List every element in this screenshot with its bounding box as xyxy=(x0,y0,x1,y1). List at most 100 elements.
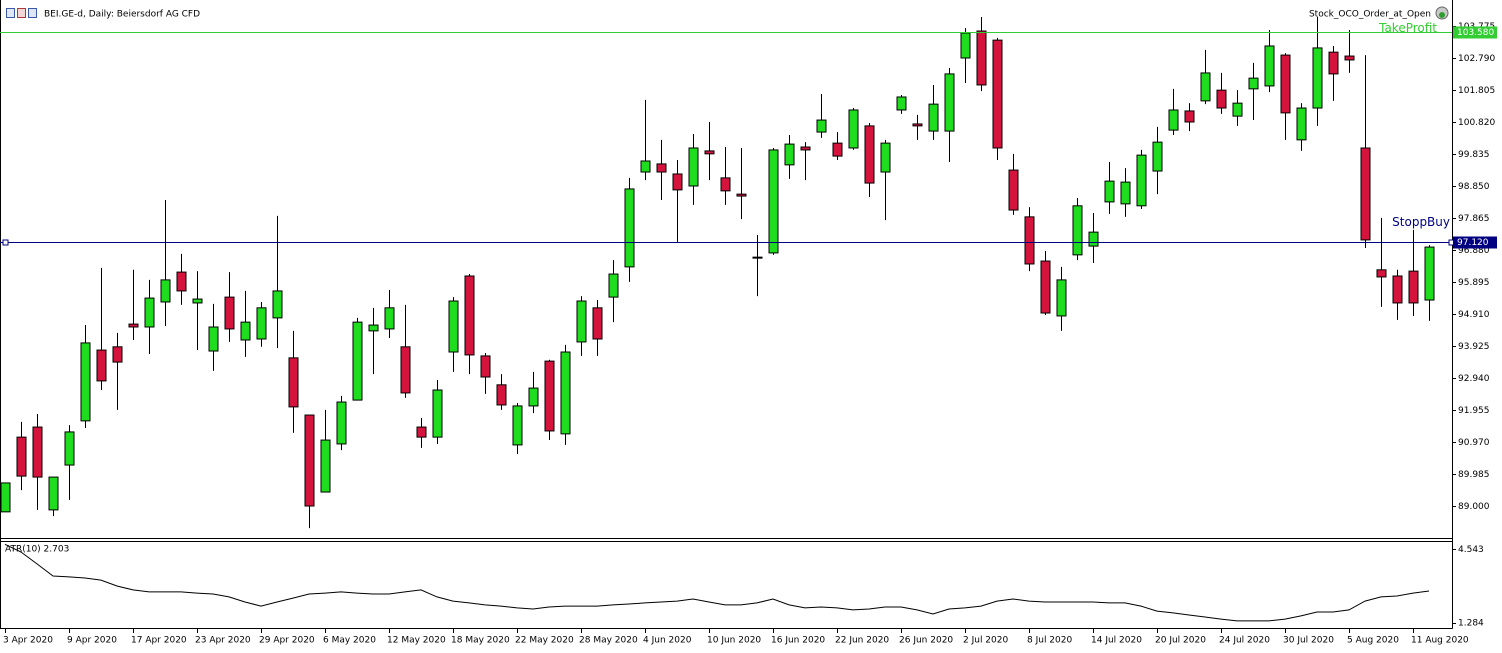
candle-body xyxy=(432,389,443,438)
candle-body xyxy=(1008,169,1019,211)
candle-body xyxy=(416,426,427,438)
candle-body xyxy=(272,290,283,319)
candle-body xyxy=(368,324,379,332)
candle-body xyxy=(1104,180,1115,203)
window-icon xyxy=(6,8,37,18)
candle-body xyxy=(592,307,603,340)
candle-body xyxy=(1232,102,1243,117)
candle-body xyxy=(608,273,619,298)
candle-body xyxy=(1088,231,1099,247)
candle-body xyxy=(832,142,843,157)
candle-body xyxy=(1168,109,1179,131)
candle-body xyxy=(944,73,955,132)
expert-name: Stock_OCO_Order_at_Open xyxy=(1309,10,1431,20)
candle-body xyxy=(304,414,315,507)
x-tick-label: 14 Jul 2020 xyxy=(1091,636,1142,646)
candle-body xyxy=(64,431,75,466)
candle-body xyxy=(288,357,299,408)
candle-body xyxy=(352,321,363,401)
x-tick-label: 22 May 2020 xyxy=(515,636,574,646)
candle-body xyxy=(864,125,875,184)
candle-body xyxy=(1200,72,1211,102)
x-tick-label: 20 Jul 2020 xyxy=(1155,636,1206,646)
candle-body xyxy=(128,323,139,328)
indicator-tick-label: 1.284 xyxy=(1458,619,1484,629)
candle-body xyxy=(1072,205,1083,256)
candle-body xyxy=(736,193,747,197)
candle-body xyxy=(1392,275,1403,304)
candle-body xyxy=(512,405,523,446)
x-tick-label: 5 Aug 2020 xyxy=(1347,636,1399,646)
candle-body xyxy=(144,297,155,328)
candle-body xyxy=(496,384,507,406)
candle-body xyxy=(1360,147,1371,241)
y-tick-label: 93.925 xyxy=(1458,342,1490,352)
candle-body xyxy=(928,103,939,132)
candle-body xyxy=(48,476,59,511)
candle-body xyxy=(256,307,267,340)
candle-body xyxy=(1264,45,1275,87)
x-tick-label: 16 Jun 2020 xyxy=(771,636,825,646)
y-tick-label: 102.790 xyxy=(1458,54,1495,64)
candle-body xyxy=(1248,77,1259,90)
level-tag-label: 103.580 xyxy=(1457,28,1494,38)
candle-body xyxy=(848,109,859,149)
x-tick-label: 28 May 2020 xyxy=(579,636,638,646)
x-tick-label: 3 Apr 2020 xyxy=(3,636,53,646)
candle-body xyxy=(16,436,27,477)
x-tick-label: 4 Jun 2020 xyxy=(643,636,692,646)
candle-body xyxy=(1120,181,1131,205)
candle-body xyxy=(1344,55,1355,61)
candle-body xyxy=(1152,141,1163,172)
indicator-label: ATR(10) 2.703 xyxy=(5,545,69,555)
candle-body xyxy=(224,296,235,330)
candle-body xyxy=(480,355,491,378)
level-name: TakeProfit xyxy=(1378,21,1437,35)
y-tick-label: 89.000 xyxy=(1458,502,1490,512)
candle-body xyxy=(1296,107,1307,141)
candle-body xyxy=(896,96,907,111)
y-tick-label: 89.985 xyxy=(1458,470,1490,480)
candle-body xyxy=(192,298,203,304)
x-tick-label: 11 Aug 2020 xyxy=(1411,636,1469,646)
candle-body xyxy=(768,149,779,254)
candle-body xyxy=(688,147,699,187)
x-tick-label: 29 Apr 2020 xyxy=(259,636,315,646)
candle-body xyxy=(464,275,475,356)
candle-body xyxy=(384,307,395,330)
y-tick-label: 94.910 xyxy=(1458,310,1490,320)
candle-body xyxy=(720,177,731,192)
level-name: StoppBuy xyxy=(1392,215,1450,229)
candle-body xyxy=(976,30,987,86)
x-tick-label: 26 Jun 2020 xyxy=(899,636,953,646)
candle-body xyxy=(528,387,539,407)
y-tick-label: 98.850 xyxy=(1458,182,1490,192)
x-tick-label: 10 Jun 2020 xyxy=(707,636,761,646)
candle-body xyxy=(816,119,827,133)
level-tag xyxy=(1453,26,1497,39)
x-tick-label: 30 Jul 2020 xyxy=(1283,636,1334,646)
candle-body xyxy=(560,351,571,435)
icon-part xyxy=(1439,12,1445,18)
candle-body xyxy=(992,39,1003,149)
candle-body xyxy=(448,300,459,353)
x-tick-label: 22 Jun 2020 xyxy=(835,636,889,646)
candle-body xyxy=(656,163,667,173)
x-tick-label: 18 May 2020 xyxy=(451,636,510,646)
candle-body xyxy=(336,401,347,445)
candle-body xyxy=(32,426,43,478)
candle-body xyxy=(640,160,651,173)
candle-body xyxy=(320,439,331,493)
candle-body xyxy=(1280,54,1291,114)
y-tick-label: 101.805 xyxy=(1458,86,1495,96)
indicator-tick-label: 4.543 xyxy=(1458,545,1484,555)
candle-body xyxy=(1184,110,1195,123)
icon-part xyxy=(6,8,15,18)
candle-body xyxy=(752,256,763,259)
candle-body xyxy=(96,349,107,382)
candle-body xyxy=(1312,47,1323,109)
level-handle xyxy=(2,239,9,246)
level-tag xyxy=(1453,236,1497,249)
candle-body xyxy=(576,300,587,343)
candle-body xyxy=(960,32,971,59)
